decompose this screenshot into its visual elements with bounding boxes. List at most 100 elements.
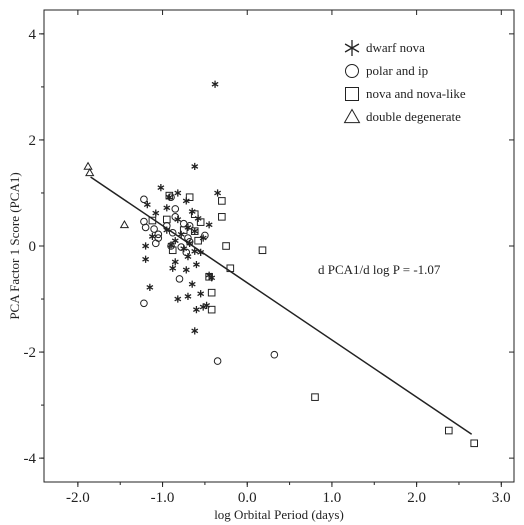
- regression-line: [90, 176, 473, 435]
- star-point: [191, 162, 199, 171]
- star-point: [177, 230, 185, 238]
- star-point: [163, 204, 171, 212]
- star-point: [197, 290, 205, 298]
- star-point: [171, 237, 179, 245]
- star-point: [214, 189, 222, 197]
- star-point: [211, 80, 219, 88]
- star-point: [192, 260, 200, 269]
- star-point: [191, 327, 199, 335]
- circle-point: [177, 243, 185, 251]
- star-point: [182, 266, 190, 274]
- star-point: [157, 184, 165, 192]
- square-point: [226, 264, 235, 273]
- x-axis-label: log Orbital Period (days): [214, 507, 344, 522]
- circle-point: [150, 225, 158, 233]
- slope-annotation: d PCA1/d log P = -1.07: [318, 262, 441, 277]
- x-tick-label: 1.0: [323, 490, 342, 506]
- triangle-point: [83, 161, 93, 170]
- y-axis-label: PCA Factor 1 Score (PCA1): [7, 172, 22, 319]
- x-tick-label: -1.0: [151, 490, 175, 506]
- plot-frame: [43, 9, 515, 483]
- y-tick-label: -2: [24, 345, 37, 361]
- triangle-point: [119, 219, 130, 229]
- square-point: [196, 218, 205, 226]
- circle-point: [151, 239, 160, 248]
- circle-point: [201, 231, 209, 240]
- star-point: [148, 232, 156, 241]
- circle-point: [171, 205, 180, 213]
- circle-point: [213, 357, 222, 365]
- square-point: [207, 288, 216, 297]
- star-point: [152, 209, 160, 217]
- circle-point: [140, 195, 148, 204]
- star-point: [169, 264, 177, 272]
- circle-point: [270, 350, 279, 359]
- square-point: [470, 439, 478, 448]
- star-point: [184, 292, 192, 300]
- legend-circle-icon: [345, 64, 359, 78]
- square-point: [205, 272, 213, 281]
- x-tick-label: 3.0: [492, 490, 511, 506]
- square-point: [311, 393, 319, 401]
- square-point: [162, 215, 171, 224]
- y-tick-label: 0: [29, 239, 37, 255]
- star-point: [199, 303, 207, 311]
- x-tick-label: 0.0: [238, 490, 257, 506]
- circle-point: [167, 242, 175, 250]
- star-point: [142, 255, 150, 263]
- x-tick-label: 2.0: [407, 490, 426, 506]
- legend-label: double degenerate: [366, 109, 461, 124]
- square-point: [168, 246, 177, 255]
- legend-star-icon: [344, 40, 360, 56]
- star-point: [188, 207, 196, 216]
- square-point: [179, 226, 188, 234]
- square-point: [222, 242, 230, 250]
- square-point: [218, 213, 226, 221]
- star-point: [184, 253, 192, 261]
- square-point: [444, 426, 453, 435]
- star-point: [191, 247, 199, 255]
- y-tick-label: 2: [29, 133, 37, 149]
- x-tick-label: -2.0: [66, 490, 90, 506]
- square-point: [165, 191, 174, 200]
- circle-point: [185, 237, 194, 246]
- circle-point: [167, 193, 175, 202]
- star-point: [205, 221, 213, 229]
- star-point: [197, 248, 205, 256]
- star-point: [188, 280, 196, 288]
- circle-point: [184, 234, 192, 242]
- star-point: [146, 283, 154, 291]
- y-tick-label: -4: [24, 451, 37, 467]
- triangle-point: [85, 168, 95, 177]
- square-point: [218, 197, 226, 205]
- star-point: [174, 189, 182, 197]
- square-point: [185, 193, 194, 202]
- circle-point: [140, 299, 148, 308]
- star-point: [142, 242, 150, 250]
- square-point: [190, 227, 199, 235]
- legend-triangle-icon: [343, 108, 361, 124]
- square-point: [194, 236, 202, 245]
- circle-point: [168, 228, 177, 237]
- legend-label: dwarf nova: [366, 40, 425, 55]
- square-point: [148, 216, 157, 225]
- y-tick-label: 4: [29, 27, 37, 43]
- star-point: [191, 227, 199, 235]
- square-point: [258, 246, 267, 255]
- star-point: [192, 306, 200, 314]
- legend-label: nova and nova-like: [366, 86, 466, 101]
- legend-label: polar and ip: [366, 63, 428, 78]
- star-point: [174, 295, 182, 303]
- circle-point: [141, 223, 150, 232]
- star-point: [171, 258, 179, 266]
- circle-point: [171, 213, 180, 221]
- square-point: [190, 210, 199, 218]
- circle-point: [154, 230, 163, 239]
- circle-point: [175, 275, 184, 283]
- legend-square-icon: [345, 87, 359, 101]
- circle-point: [182, 248, 191, 257]
- square-point: [207, 305, 216, 314]
- star-point: [143, 201, 151, 209]
